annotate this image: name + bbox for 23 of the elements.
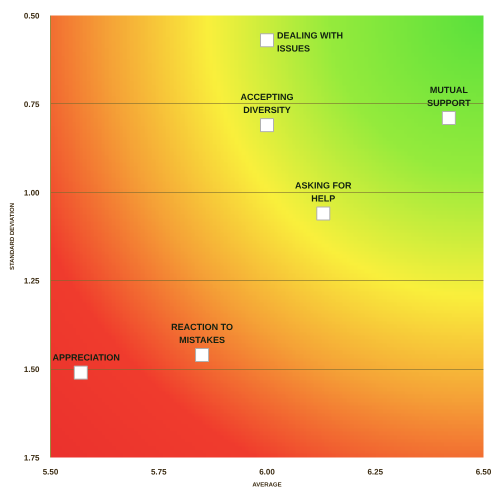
- point: [195, 348, 210, 362]
- y-tick-label: 1.25: [24, 276, 40, 286]
- point: [74, 366, 88, 380]
- point: [442, 111, 456, 126]
- annotation: REACTION TO MISTAKES: [171, 322, 233, 345]
- point: [260, 33, 274, 48]
- y-tick-label: 1.50: [24, 365, 40, 374]
- annotation: ACCEPTING DIVERSITY: [240, 92, 294, 116]
- x-tick-label: 6.00: [259, 468, 276, 476]
- point: [316, 206, 330, 221]
- y-tick-label: 1.00: [24, 188, 40, 198]
- y-tick-label: 1.75: [24, 454, 40, 462]
- x-tick-label: 6.25: [367, 468, 384, 476]
- y-tick-label: 0.50: [24, 12, 40, 20]
- x-tick-label: 5.50: [42, 468, 59, 476]
- annotation: APPRECIATION: [52, 352, 120, 363]
- y-tick-label: 0.75: [24, 100, 40, 109]
- x-tick-label: 5.75: [150, 468, 168, 476]
- annotation: MUTUAL SUPPORT: [427, 85, 472, 108]
- x-tick-label: 6.50: [476, 468, 492, 476]
- annotation: ASKING FOR HELP: [295, 180, 352, 204]
- point: [260, 118, 274, 132]
- annotation: DEALING WITH ISSUES: [277, 30, 343, 54]
